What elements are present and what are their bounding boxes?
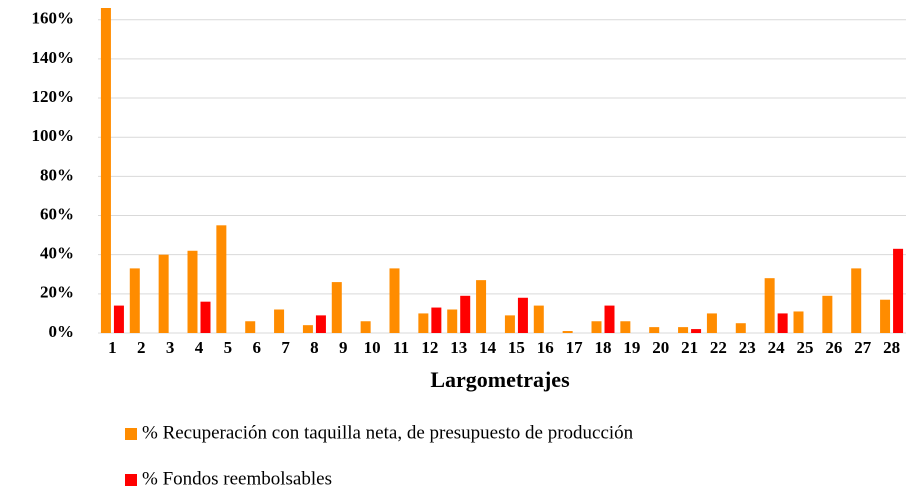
x-tick-label: 17 <box>566 338 584 357</box>
bar <box>562 331 573 333</box>
x-tick-label: 23 <box>739 338 756 357</box>
legend-label: % Recuperación con taquilla neta, de pre… <box>142 422 634 443</box>
y-tick-label: 20% <box>40 283 74 302</box>
legend-label: % Fondos reembolsables <box>142 468 332 489</box>
x-tick-label: 22 <box>710 338 727 357</box>
bar <box>274 309 285 333</box>
x-tick-label: 2 <box>137 338 146 357</box>
bar <box>360 321 371 333</box>
x-tick-label: 5 <box>224 338 233 357</box>
bar <box>315 315 326 333</box>
x-tick-label: 4 <box>195 338 204 357</box>
x-tick-label: 14 <box>479 338 497 357</box>
x-tick-label: 25 <box>797 338 814 357</box>
bar <box>245 321 256 333</box>
x-tick-label: 27 <box>854 338 872 357</box>
bar <box>517 297 528 333</box>
bar <box>129 268 140 333</box>
bar <box>331 282 342 333</box>
bar <box>187 250 198 333</box>
y-tick-label: 80% <box>40 165 74 184</box>
bar <box>447 309 458 333</box>
x-tick-label: 8 <box>310 338 319 357</box>
bar <box>476 280 487 333</box>
x-tick-label: 9 <box>339 338 348 357</box>
y-tick-label: 60% <box>40 204 74 223</box>
bar <box>691 329 702 333</box>
x-tick-label: 12 <box>421 338 438 357</box>
y-tick-label: 120% <box>32 87 75 106</box>
bar <box>591 321 602 333</box>
legend-swatch <box>125 474 137 486</box>
bar <box>706 313 717 333</box>
bar <box>678 327 689 333</box>
bar <box>620 321 631 333</box>
x-tick-label: 18 <box>595 338 612 357</box>
x-axis-title: Largometrajes <box>430 367 570 392</box>
x-tick-label: 15 <box>508 338 525 357</box>
x-tick-label: 21 <box>681 338 698 357</box>
bar <box>216 225 227 333</box>
bar <box>200 301 211 333</box>
x-tick-label: 28 <box>883 338 900 357</box>
bar <box>822 295 833 333</box>
y-tick-label: 140% <box>32 48 75 67</box>
bar <box>533 305 544 333</box>
bar <box>735 323 746 333</box>
legend-swatch <box>125 428 137 440</box>
bar <box>158 254 169 333</box>
bar <box>793 311 804 333</box>
x-tick-label: 7 <box>281 338 290 357</box>
bar <box>649 327 660 333</box>
bar <box>431 307 442 333</box>
bar <box>389 268 400 333</box>
bar <box>418 313 429 333</box>
bar <box>764 278 775 333</box>
bar <box>302 325 313 333</box>
x-tick-label: 10 <box>364 338 381 357</box>
x-tick-label: 19 <box>623 338 640 357</box>
bar <box>460 295 471 333</box>
bar <box>851 268 862 333</box>
x-tick-label: 16 <box>537 338 554 357</box>
y-tick-label: 100% <box>32 126 75 145</box>
x-tick-label: 26 <box>825 338 842 357</box>
bar <box>893 248 904 333</box>
y-tick-label: 40% <box>40 244 74 263</box>
x-tick-label: 24 <box>768 338 786 357</box>
bar <box>113 305 124 333</box>
x-tick-label: 3 <box>166 338 175 357</box>
x-tick-label: 13 <box>450 338 467 357</box>
bar <box>880 299 891 333</box>
bar <box>504 315 515 333</box>
bar <box>100 8 111 333</box>
y-tick-label: 160% <box>32 9 75 28</box>
x-tick-label: 6 <box>252 338 261 357</box>
bar <box>777 313 788 333</box>
x-tick-label: 1 <box>108 338 117 357</box>
bar <box>604 305 615 333</box>
x-tick-label: 11 <box>393 338 409 357</box>
y-tick-label: 0% <box>49 322 75 341</box>
x-tick-label: 20 <box>652 338 669 357</box>
